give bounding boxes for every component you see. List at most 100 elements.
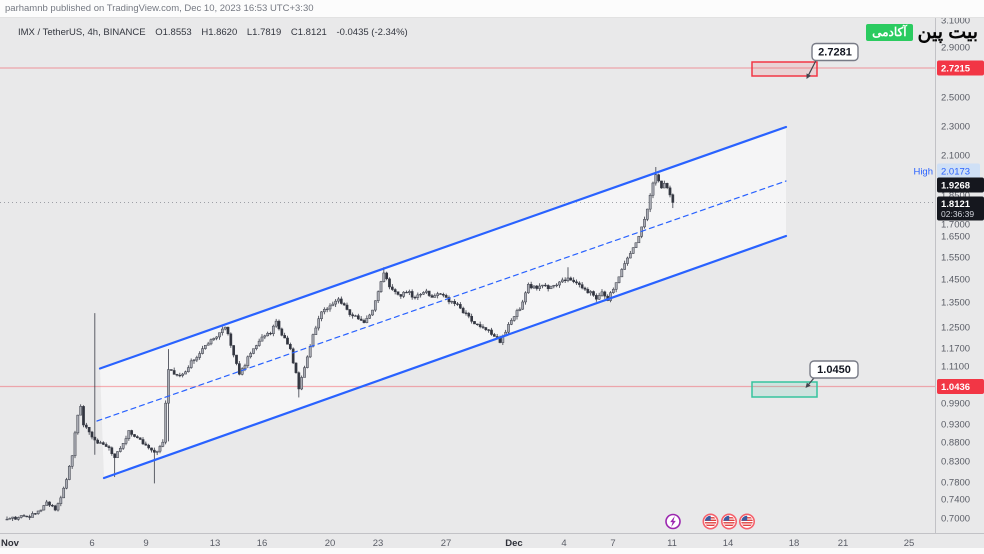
time-axis-label[interactable]: 23 xyxy=(373,538,384,549)
time-axis-label[interactable]: 18 xyxy=(789,538,800,549)
candle-up xyxy=(274,320,278,327)
candle-down xyxy=(490,329,493,335)
price-axis-label[interactable]: 1.7000 xyxy=(941,220,970,231)
price-axis-label[interactable]: 1.2500 xyxy=(941,323,970,334)
candle-up xyxy=(541,284,544,287)
time-axis-label[interactable]: 16 xyxy=(257,538,268,549)
candle-down xyxy=(147,444,151,449)
candle-down xyxy=(399,294,403,297)
candle-up xyxy=(198,353,202,358)
candle-down xyxy=(603,291,607,297)
time-axis-label[interactable]: 4 xyxy=(561,538,566,549)
candle-down xyxy=(356,315,360,320)
us-flag-icon xyxy=(704,515,717,526)
parallel-channel-drawing[interactable] xyxy=(100,127,786,478)
candle-up xyxy=(645,208,649,220)
support-zone[interactable] xyxy=(751,381,818,398)
candle-up xyxy=(203,345,207,349)
candle-up xyxy=(65,479,68,489)
price-axis-label[interactable]: 0.9900 xyxy=(941,399,970,410)
candle-down xyxy=(339,298,343,304)
candle-down xyxy=(453,301,457,304)
time-axis-label[interactable]: 9 xyxy=(143,538,148,549)
price-callout-box[interactable] xyxy=(811,42,859,62)
time-axis-label[interactable]: 6 xyxy=(89,538,94,549)
support-resistance-zones[interactable]: 2.7281 1.0450 xyxy=(751,42,859,398)
price-axis-label[interactable]: 1.5500 xyxy=(941,253,970,264)
candle-down xyxy=(226,326,230,335)
candle-down xyxy=(135,436,139,439)
price-axis-label[interactable]: 0.7400 xyxy=(941,495,970,506)
time-axis-label[interactable]: Dec xyxy=(505,538,522,549)
candle-down xyxy=(25,515,29,518)
resistance-zone[interactable] xyxy=(751,61,818,77)
price-axis-label[interactable]: 0.9300 xyxy=(941,420,970,431)
ohlc-low: L1.7819 xyxy=(246,27,282,38)
candle-up xyxy=(271,325,275,335)
candle-up xyxy=(16,517,20,520)
candle-up xyxy=(328,305,332,310)
candle-up xyxy=(600,291,604,296)
channel-fill[interactable] xyxy=(100,127,786,478)
price-callout-box[interactable] xyxy=(809,360,859,379)
price-axis-label[interactable]: 2.5000 xyxy=(941,93,970,104)
candlestick-series xyxy=(5,167,675,521)
price-axis-label[interactable]: 2.1000 xyxy=(941,151,970,162)
price-axis-label[interactable]: 0.7800 xyxy=(941,478,970,489)
time-axis-label[interactable]: 14 xyxy=(723,538,734,549)
candle-up xyxy=(354,315,357,317)
price-axis-label[interactable]: 1.4500 xyxy=(941,275,970,286)
time-axis-label[interactable]: 25 xyxy=(904,538,915,549)
candle-up xyxy=(628,253,632,259)
price-axis-label[interactable]: 1.3500 xyxy=(941,298,970,309)
price-axis-label[interactable]: 0.8800 xyxy=(941,438,970,449)
price-axis-label[interactable]: 1.1100 xyxy=(941,362,969,373)
candle-up xyxy=(181,373,185,376)
price-axis-label[interactable]: 1.8500 xyxy=(941,191,970,202)
callout-arrow-head xyxy=(806,73,812,79)
candle-down xyxy=(484,327,488,330)
candle-up xyxy=(5,518,9,521)
time-axis-label[interactable]: 11 xyxy=(667,538,677,549)
time-axis-label[interactable]: 27 xyxy=(441,538,452,549)
time-axis-label[interactable]: Nov xyxy=(1,538,20,549)
channel-middle-line[interactable] xyxy=(96,180,787,422)
callout-arrow-head xyxy=(805,382,811,388)
candle-up xyxy=(371,309,374,316)
candle-up xyxy=(416,294,420,298)
candle-down xyxy=(110,447,114,455)
candle-up xyxy=(552,285,556,287)
candle-down xyxy=(291,348,295,364)
level-price-chip xyxy=(937,379,984,394)
horizontal-level-lines[interactable] xyxy=(0,67,935,388)
candle-down xyxy=(87,427,91,433)
candle-up xyxy=(450,301,454,303)
symbol-legend[interactable]: IMX / TetherUS, 4h, BINANCE O1.8553 H1.8… xyxy=(18,27,415,38)
candle-up xyxy=(368,314,372,319)
candle-up xyxy=(662,183,666,189)
candle-up xyxy=(382,272,386,282)
price-axis-label[interactable]: 1.6500 xyxy=(941,232,970,243)
event-icons-row[interactable] xyxy=(665,513,755,530)
axes[interactable]: 3.1000 2.9000 2.5000 2.3000 2.1000 1.8500 1.70… xyxy=(0,16,984,550)
channel-lower-line[interactable] xyxy=(102,234,788,480)
time-axis-label[interactable]: 13 xyxy=(210,538,221,549)
price-axis-label[interactable]: 2.3000 xyxy=(941,122,970,133)
time-axis-label[interactable]: 20 xyxy=(325,538,336,549)
price-axis-label[interactable]: 1.1700 xyxy=(941,344,970,355)
price-axis-label[interactable]: 0.7000 xyxy=(941,514,970,525)
symbol-title[interactable]: IMX / TetherUS, 4h, BINANCE xyxy=(18,27,146,38)
candle-down xyxy=(481,326,485,328)
candle-down xyxy=(427,290,431,296)
parallel-channel-lines[interactable] xyxy=(96,125,788,480)
channel-upper-line[interactable] xyxy=(98,125,788,370)
candle-up xyxy=(195,357,199,361)
time-axis-label[interactable]: 21 xyxy=(838,538,849,549)
candle-down xyxy=(478,324,482,327)
price-axis-label[interactable]: 2.9000 xyxy=(941,43,970,54)
price-axis-label[interactable]: 3.1000 xyxy=(941,16,970,27)
time-axis-label[interactable]: 7 xyxy=(610,538,615,549)
candle-up xyxy=(192,359,196,362)
price-axis-label[interactable]: 0.8300 xyxy=(941,457,970,468)
ohlc-open: O1.8553 xyxy=(155,27,192,38)
